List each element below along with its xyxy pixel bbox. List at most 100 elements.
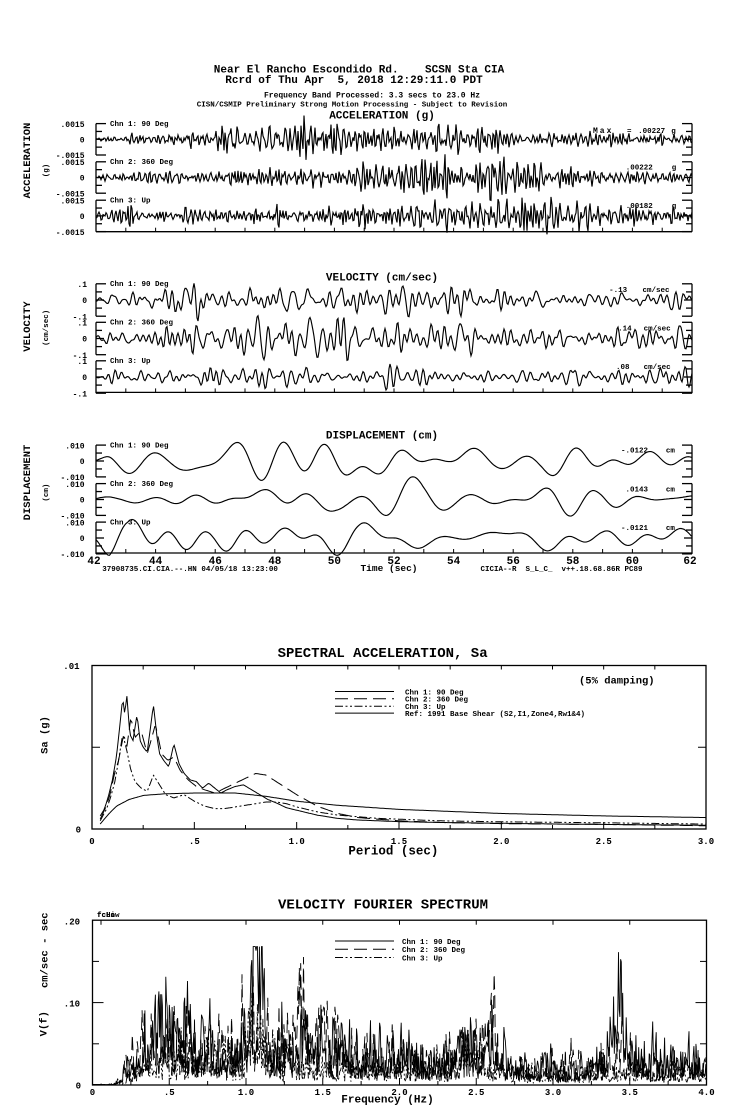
svg-text:ACCELERATION (g): ACCELERATION (g)	[329, 111, 435, 123]
svg-text:.14: .14	[618, 326, 632, 334]
svg-text:SPECTRAL ACCELERATION, Sa: SPECTRAL ACCELERATION, Sa	[278, 646, 489, 662]
svg-text:Chn 1: 90 Deg: Chn 1: 90 Deg	[110, 281, 169, 289]
svg-text:CICIA--R S_L_C_ v++.18.68.86: CICIA--R S_L_C_ v++.18.68.86R PC89	[481, 566, 644, 574]
svg-text:Chn 2: 360 Deg: Chn 2: 360 Deg	[110, 320, 174, 328]
svg-text:V(f): V(f)	[39, 1011, 51, 1036]
svg-text:=: =	[627, 128, 632, 136]
svg-text:-.010: -.010	[60, 474, 84, 483]
svg-text:3.0: 3.0	[545, 1088, 561, 1098]
svg-text:4.0: 4.0	[698, 1088, 714, 1098]
svg-text:cm: cm	[666, 448, 676, 456]
svg-text:-.13: -.13	[609, 287, 628, 295]
svg-text:0: 0	[76, 826, 81, 836]
svg-text:Near El Rancho Escondido Rd.: Near El Rancho Escondido Rd. SCSN Sta CI…	[214, 65, 505, 77]
svg-text:.0143: .0143	[625, 487, 648, 495]
svg-text:g: g	[672, 203, 677, 211]
svg-text:37908735.CI.CIA.--.HN 04/05/18: 37908735.CI.CIA.--.HN 04/05/18 13:23:00	[102, 566, 278, 574]
svg-text:1.5: 1.5	[391, 837, 407, 847]
svg-text:0: 0	[80, 458, 85, 467]
svg-text:(g): (g)	[43, 164, 51, 178]
svg-text:.010: .010	[65, 519, 84, 528]
svg-text:-.0122: -.0122	[621, 448, 649, 456]
svg-text:Chn 3: Up: Chn 3: Up	[110, 520, 151, 528]
svg-text:56: 56	[507, 556, 520, 568]
svg-text:-.010: -.010	[60, 551, 84, 560]
svg-text:DISPLACEMENT (cm): DISPLACEMENT (cm)	[326, 430, 438, 442]
svg-text:Chn 2: 360 Deg: Chn 2: 360 Deg	[402, 947, 466, 955]
svg-text:52: 52	[387, 556, 400, 568]
svg-text:Frequency (Hz): Frequency (Hz)	[341, 1095, 433, 1107]
svg-text:0: 0	[90, 1088, 95, 1098]
svg-text:.01: .01	[63, 662, 80, 672]
svg-text:2.0: 2.0	[391, 1088, 407, 1098]
svg-text:.00182: .00182	[626, 203, 654, 211]
svg-text:.10: .10	[64, 999, 80, 1009]
svg-text:0: 0	[80, 137, 85, 146]
svg-text:-.0015: -.0015	[56, 229, 85, 238]
svg-text:Chn 2: 360 Deg: Chn 2: 360 Deg	[110, 481, 174, 489]
svg-text:1.0: 1.0	[289, 837, 305, 847]
svg-text:2.5: 2.5	[596, 837, 612, 847]
svg-text:1.0: 1.0	[238, 1088, 254, 1098]
svg-text:60: 60	[626, 556, 639, 568]
svg-text:0: 0	[80, 213, 85, 222]
svg-text:.1: .1	[77, 281, 87, 290]
svg-text:Chn 3: Up: Chn 3: Up	[405, 704, 446, 712]
svg-text:3.0: 3.0	[698, 837, 714, 847]
svg-text:g: g	[671, 128, 676, 136]
svg-text:54: 54	[447, 556, 461, 568]
svg-text:0: 0	[82, 374, 87, 383]
svg-text:0: 0	[89, 837, 94, 847]
svg-text:1.5: 1.5	[315, 1088, 331, 1098]
svg-text:2.5: 2.5	[468, 1088, 484, 1098]
svg-text:-.0015: -.0015	[56, 152, 85, 161]
svg-text:g: g	[672, 165, 677, 173]
svg-text:.1: .1	[77, 320, 87, 329]
svg-text:62: 62	[683, 556, 696, 568]
svg-text:46: 46	[209, 556, 222, 568]
svg-text:cm: cm	[666, 487, 676, 495]
svg-text:.5: .5	[189, 837, 200, 847]
svg-text:Frequency Band Processed: 3.3: Frequency Band Processed: 3.3 secs to 23…	[264, 92, 480, 101]
svg-text:cm/sec: cm/sec	[644, 326, 672, 334]
svg-text:3.5: 3.5	[622, 1088, 638, 1098]
svg-text:.010: .010	[65, 442, 84, 451]
svg-text:VELOCITY: VELOCITY	[22, 301, 34, 352]
svg-text:.010: .010	[65, 481, 84, 490]
svg-text:Max: Max	[593, 127, 613, 136]
svg-text:.00227: .00227	[638, 128, 665, 136]
svg-text:VELOCITY FOURIER SPECTRUM: VELOCITY FOURIER SPECTRUM	[278, 898, 488, 914]
svg-text:-.1: -.1	[73, 390, 88, 399]
svg-text:.5: .5	[164, 1088, 175, 1098]
svg-text:50: 50	[328, 556, 341, 568]
svg-text:cm: cm	[666, 525, 676, 533]
svg-text:-.010: -.010	[60, 513, 84, 522]
svg-text:-.1: -.1	[73, 313, 88, 322]
svg-text:.0015: .0015	[60, 197, 84, 206]
svg-text:(cm): (cm)	[43, 484, 51, 502]
svg-text:Chn 2: 360 Deg: Chn 2: 360 Deg	[405, 697, 469, 705]
svg-text:.1: .1	[77, 358, 87, 367]
svg-text:Chn 3: Up: Chn 3: Up	[110, 358, 151, 366]
svg-text:44: 44	[149, 556, 163, 568]
svg-text:42: 42	[87, 556, 100, 568]
svg-text:-.0015: -.0015	[56, 190, 85, 199]
svg-text:(5% damping): (5% damping)	[579, 676, 655, 688]
svg-text:Ref: 1991 Base Shear (S2,I1,Zo: Ref: 1991 Base Shear (S2,I1,Zone4,Rw1&4)	[405, 711, 585, 719]
svg-text:fcLow: fcLow	[97, 912, 120, 920]
svg-text:Chn 1: 90 Deg: Chn 1: 90 Deg	[110, 121, 169, 129]
svg-text:0: 0	[80, 497, 85, 506]
svg-text:.0015: .0015	[60, 159, 84, 168]
svg-text:cm/sec - sec: cm/sec - sec	[40, 912, 52, 988]
svg-text:58: 58	[566, 556, 580, 568]
svg-text:cm/sec: cm/sec	[644, 364, 672, 372]
svg-text:VELOCITY (cm/sec): VELOCITY (cm/sec)	[326, 273, 438, 285]
svg-text:0: 0	[76, 1082, 81, 1092]
svg-text:Chn 2: 360 Deg: Chn 2: 360 Deg	[110, 159, 174, 167]
svg-text:Chn 3: Up: Chn 3: Up	[402, 955, 443, 963]
svg-text:fcHi: fcHi	[97, 912, 116, 920]
svg-text:cm/sec: cm/sec	[643, 287, 671, 295]
svg-text:2.0: 2.0	[493, 837, 509, 847]
svg-text:Rcrd of Thu Apr 5, 2018 12:29: Rcrd of Thu Apr 5, 2018 12:29:11.0 PDT	[225, 75, 483, 87]
svg-text:Chn 3: Up: Chn 3: Up	[110, 198, 151, 206]
